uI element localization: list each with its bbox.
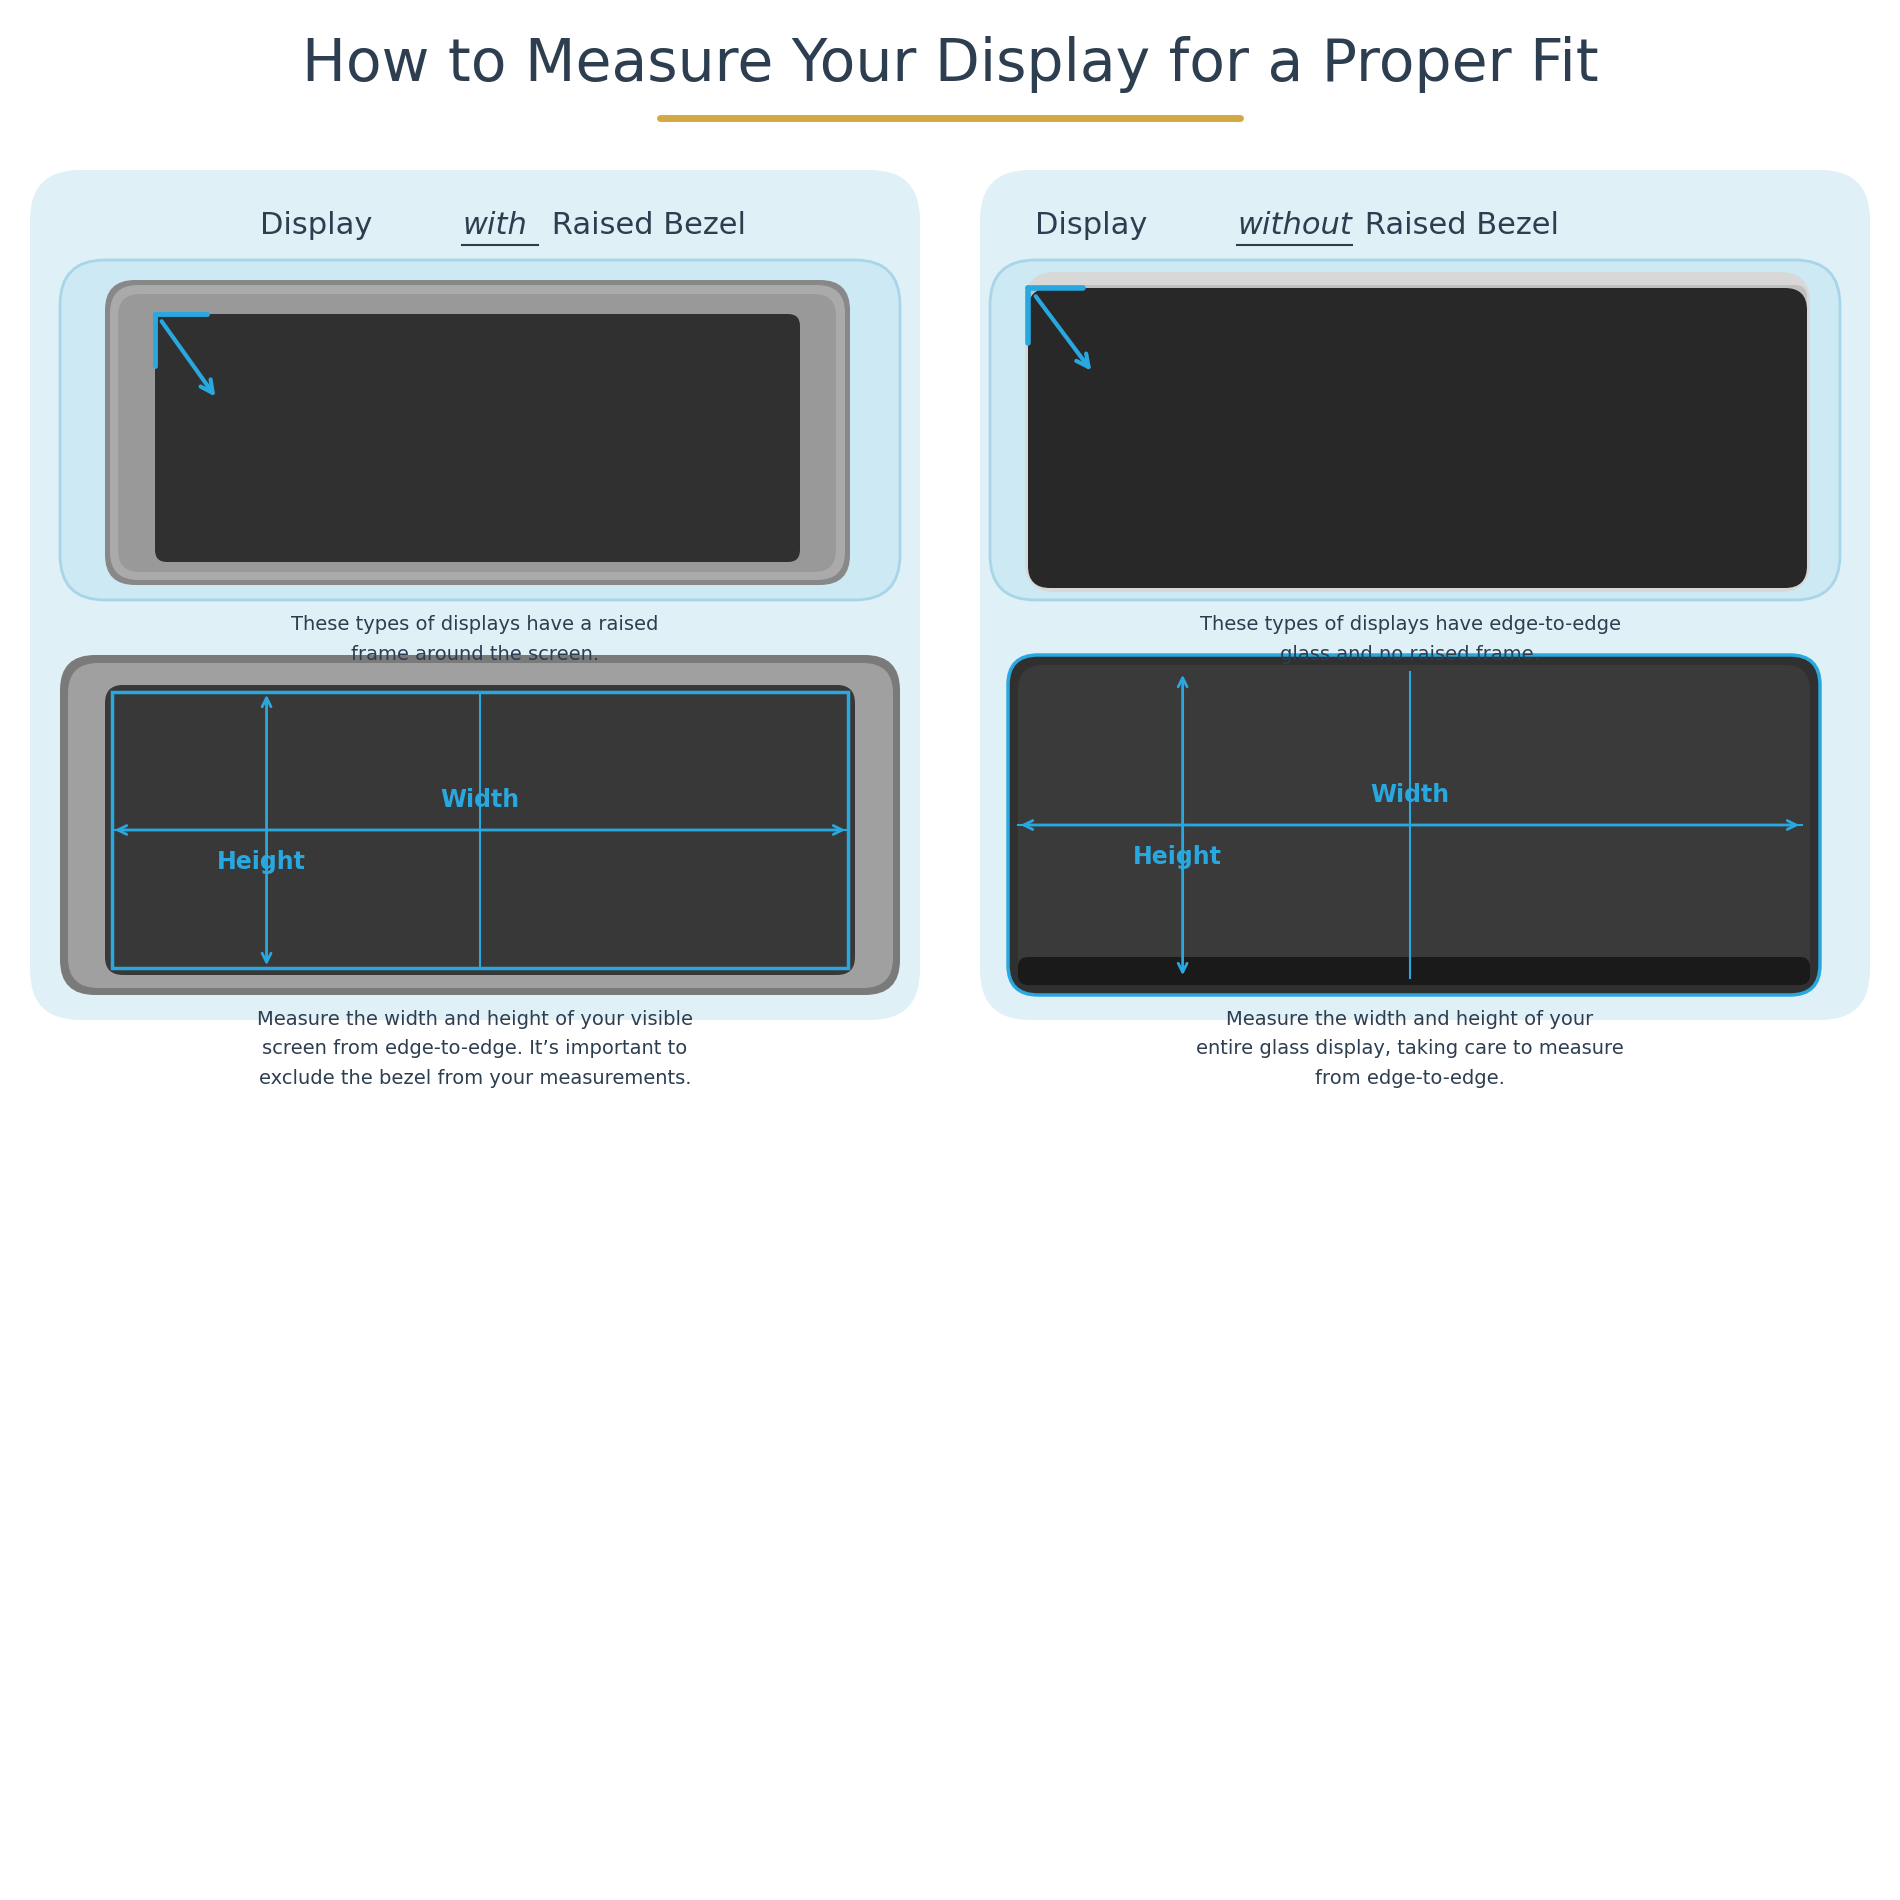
FancyBboxPatch shape	[1018, 665, 1811, 984]
FancyBboxPatch shape	[61, 656, 901, 996]
Text: with: with	[462, 211, 526, 239]
FancyBboxPatch shape	[1024, 272, 1811, 593]
FancyBboxPatch shape	[30, 169, 920, 1020]
Text: Height: Height	[1132, 846, 1222, 868]
FancyBboxPatch shape	[156, 314, 800, 562]
Text: Display: Display	[260, 211, 382, 239]
Text: Measure the width and height of your visible
screen from edge-to-edge. It’s impo: Measure the width and height of your vis…	[256, 1011, 694, 1089]
FancyBboxPatch shape	[1028, 285, 1807, 340]
FancyBboxPatch shape	[1009, 656, 1820, 996]
FancyBboxPatch shape	[68, 663, 893, 988]
Text: Width: Width	[441, 788, 519, 811]
Text: without: without	[1237, 211, 1353, 239]
Text: How to Measure Your Display for a Proper Fit: How to Measure Your Display for a Proper…	[302, 36, 1598, 93]
Text: These types of displays have edge-to-edge
glass and no raised frame.: These types of displays have edge-to-edg…	[1199, 616, 1621, 663]
FancyBboxPatch shape	[110, 285, 846, 580]
Text: Height: Height	[217, 849, 306, 874]
FancyBboxPatch shape	[104, 686, 855, 975]
Text: Width: Width	[1370, 783, 1450, 808]
FancyBboxPatch shape	[1028, 289, 1807, 587]
FancyBboxPatch shape	[118, 294, 836, 572]
FancyBboxPatch shape	[61, 260, 901, 600]
Text: These types of displays have a raised
frame around the screen.: These types of displays have a raised fr…	[291, 616, 659, 663]
Text: Raised Bezel: Raised Bezel	[542, 211, 747, 239]
Text: Raised Bezel: Raised Bezel	[1355, 211, 1560, 239]
FancyBboxPatch shape	[990, 260, 1839, 600]
Text: Display: Display	[1036, 211, 1157, 239]
FancyBboxPatch shape	[1018, 958, 1811, 984]
Text: Measure the width and height of your
entire glass display, taking care to measur: Measure the width and height of your ent…	[1197, 1011, 1624, 1089]
FancyBboxPatch shape	[980, 169, 1870, 1020]
FancyBboxPatch shape	[104, 279, 849, 585]
